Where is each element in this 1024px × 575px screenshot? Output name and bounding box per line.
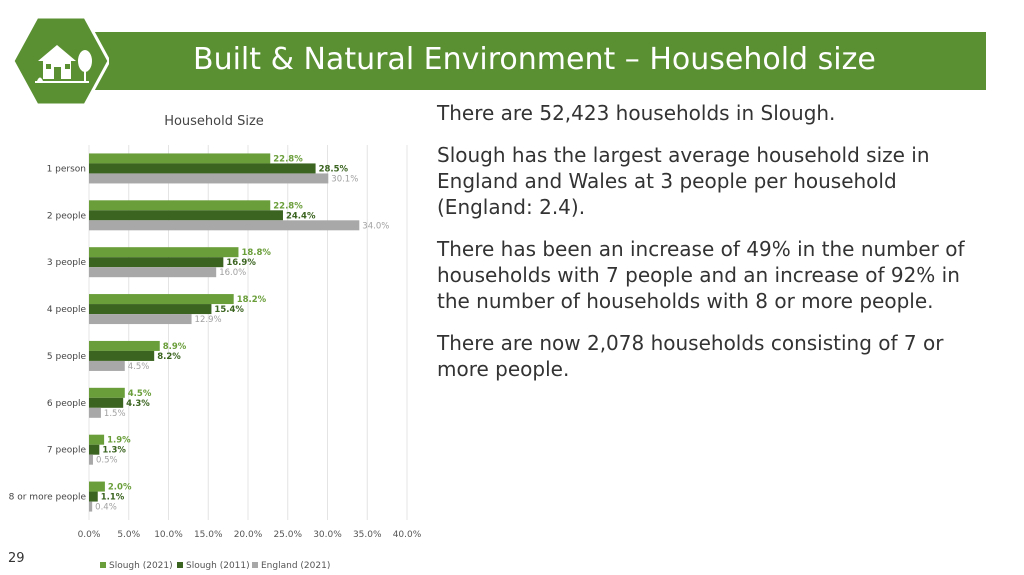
- data-label: 1.3%: [102, 446, 126, 456]
- bar: [89, 314, 192, 325]
- legend-swatch: [177, 562, 183, 568]
- bar: [89, 257, 224, 268]
- x-tick-label: 30.0%: [313, 530, 342, 540]
- x-tick-label: 15.0%: [194, 530, 223, 540]
- data-label: 15.4%: [214, 305, 244, 315]
- x-tick-label: 0.0%: [78, 530, 101, 540]
- page-title: Built & Natural Environment – Household …: [193, 42, 876, 77]
- house-tree-icon: [13, 17, 109, 105]
- bar: [89, 387, 125, 398]
- data-label: 8.2%: [157, 352, 181, 362]
- bar: [89, 491, 98, 502]
- bar: [89, 501, 93, 512]
- title-banner: Built & Natural Environment – Household …: [60, 32, 986, 90]
- data-label: 18.2%: [237, 295, 267, 305]
- data-label: 16.0%: [219, 268, 246, 278]
- data-label: 22.8%: [273, 154, 303, 164]
- bar: [89, 173, 329, 184]
- data-label: 4.5%: [128, 389, 152, 399]
- category-label: 5 people: [47, 352, 87, 362]
- data-label: 34.0%: [362, 221, 389, 231]
- bar: [89, 340, 160, 351]
- summary-text: There are 52,423 households in Slough. S…: [437, 100, 997, 398]
- bar: [89, 304, 212, 315]
- data-label: 2.0%: [108, 483, 132, 493]
- bar: [89, 153, 271, 164]
- bar: [89, 454, 93, 465]
- legend-entry: England (2021): [261, 561, 330, 571]
- category-label: 8 or more people: [9, 493, 87, 503]
- data-label: 12.9%: [195, 315, 222, 325]
- data-label: 4.5%: [128, 362, 150, 372]
- legend-swatch: [252, 562, 258, 568]
- x-tick-label: 35.0%: [353, 530, 382, 540]
- x-tick-label: 40.0%: [393, 530, 422, 540]
- data-label: 18.8%: [241, 248, 271, 258]
- bar: [89, 407, 101, 418]
- summary-paragraph-increase: There has been an increase of 49% in the…: [437, 237, 965, 313]
- bar: [89, 434, 105, 445]
- bar: [89, 444, 100, 455]
- data-label: 1.1%: [101, 493, 125, 503]
- x-tick-label: 25.0%: [273, 530, 302, 540]
- legend-swatch: [100, 562, 106, 568]
- category-label: 7 people: [47, 446, 87, 456]
- data-label: 22.8%: [273, 201, 303, 211]
- category-label: 6 people: [47, 399, 87, 409]
- x-tick-label: 10.0%: [154, 530, 183, 540]
- data-label: 0.4%: [95, 503, 117, 513]
- x-tick-label: 20.0%: [234, 530, 263, 540]
- bar: [89, 210, 283, 221]
- x-tick-label: 5.0%: [117, 530, 140, 540]
- bar: [89, 163, 316, 174]
- household-size-chart: Household Size 0.0% 5.0% 10.0% 15.0% 20.0% 25…: [9, 114, 422, 571]
- data-label: 1.5%: [104, 409, 126, 419]
- summary-paragraph-average-size: Slough has the largest average household…: [437, 143, 930, 219]
- data-label: 1.9%: [107, 436, 131, 446]
- bar: [89, 220, 360, 231]
- bar: [89, 267, 217, 278]
- data-label: 28.5%: [319, 164, 349, 174]
- category-label: 4 people: [47, 305, 87, 315]
- data-label: 16.9%: [226, 258, 256, 268]
- chart-title: Household Size: [164, 114, 264, 129]
- legend-entry: Slough (2021): [109, 561, 173, 571]
- page-number: 29: [8, 551, 25, 566]
- bar: [89, 350, 155, 361]
- summary-paragraph-large-households: There are now 2,078 households consistin…: [437, 331, 944, 381]
- bar: [89, 360, 125, 371]
- legend-entry: Slough (2011): [186, 561, 250, 571]
- bar: [89, 481, 105, 492]
- data-label: 8.9%: [163, 342, 187, 352]
- category-label: 1 person: [47, 164, 86, 174]
- bar: [89, 397, 124, 408]
- category-label: 3 people: [47, 258, 87, 268]
- data-label: 4.3%: [126, 399, 150, 409]
- bar: [89, 294, 234, 305]
- bar: [89, 247, 239, 258]
- data-label: 0.5%: [96, 456, 118, 466]
- data-label: 24.4%: [286, 211, 316, 221]
- category-label: 2 people: [47, 211, 87, 221]
- summary-paragraph-households: There are 52,423 households in Slough.: [437, 101, 836, 125]
- bar: [89, 200, 271, 211]
- data-label: 30.1%: [331, 174, 358, 184]
